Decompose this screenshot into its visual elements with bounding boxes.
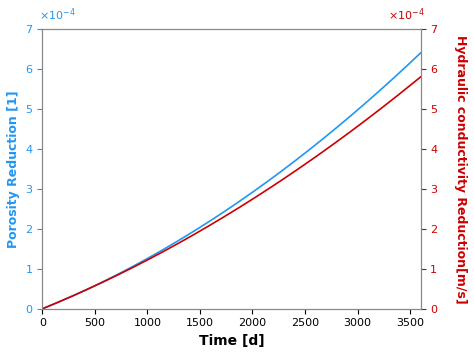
X-axis label: Time [d]: Time [d] (199, 334, 264, 348)
Text: $\times10^{-4}$: $\times10^{-4}$ (388, 7, 424, 23)
Y-axis label: Porosity Reduction [1]: Porosity Reduction [1] (7, 90, 20, 248)
Y-axis label: Hydraulic conductivity Reduction[m/s]: Hydraulic conductivity Reduction[m/s] (454, 34, 467, 303)
Text: $\times10^{-4}$: $\times10^{-4}$ (38, 7, 75, 23)
